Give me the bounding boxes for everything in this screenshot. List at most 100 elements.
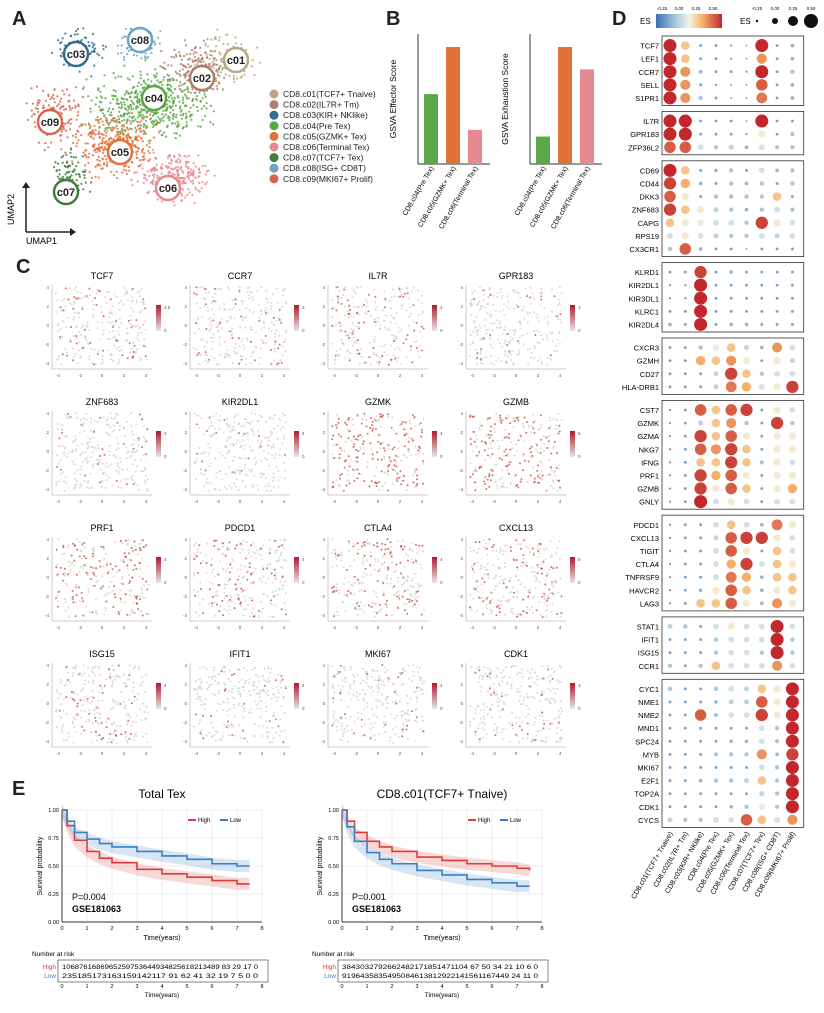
feature-point	[83, 335, 86, 338]
feature-point	[138, 575, 141, 578]
feature-point	[545, 333, 548, 336]
feature-point	[71, 359, 74, 362]
feature-point	[555, 344, 558, 347]
umap-point	[142, 181, 145, 184]
umap-point	[224, 73, 227, 76]
feature-point	[102, 361, 105, 364]
feature-point	[400, 480, 403, 483]
feature-point	[248, 445, 251, 448]
feature-point	[261, 473, 264, 476]
feature-point	[278, 475, 281, 478]
feature-point	[402, 295, 405, 298]
feature-ytick: 0	[46, 449, 49, 454]
umap-point	[177, 157, 180, 160]
feature-point	[102, 546, 105, 549]
feature-point	[545, 336, 548, 339]
feature-point	[363, 610, 366, 613]
umap-point	[125, 89, 128, 93]
umap-point	[110, 129, 114, 132]
umap-point	[42, 106, 46, 109]
feature-point	[381, 415, 384, 418]
feature-scatter	[193, 538, 287, 618]
feature-point	[198, 544, 201, 547]
umap-point	[87, 95, 90, 98]
feature-point	[234, 342, 237, 345]
feature-point	[103, 471, 106, 474]
feature-point	[81, 325, 84, 327]
umap-point	[85, 78, 88, 81]
feature-point	[278, 454, 281, 457]
feature-point	[251, 420, 254, 423]
umap-point	[198, 91, 201, 94]
feature-point	[76, 573, 78, 576]
feature-point	[483, 338, 486, 341]
feature-point	[351, 331, 354, 334]
feature-point	[409, 592, 412, 595]
umap-point	[153, 190, 156, 193]
feature-point	[422, 417, 425, 420]
umap-point	[119, 136, 122, 139]
feature-point	[224, 445, 227, 447]
umap-point	[130, 91, 133, 95]
umap-point	[218, 36, 221, 39]
feature-point	[143, 300, 145, 303]
feature-point	[282, 294, 285, 297]
feature-point	[58, 354, 61, 357]
feature-point	[273, 457, 276, 460]
feature-point	[198, 414, 201, 417]
feature-scatter	[193, 412, 287, 492]
feature-point	[546, 321, 549, 324]
umap-point	[86, 142, 89, 145]
feature-point	[557, 479, 560, 482]
feature-point	[73, 472, 76, 475]
umap-point	[49, 97, 52, 100]
umap-point	[77, 103, 80, 106]
feature-point	[65, 582, 67, 585]
feature-point	[508, 350, 511, 353]
feature-point	[331, 425, 334, 428]
feature-point	[547, 323, 550, 326]
feature-point	[259, 356, 262, 359]
feature-point	[86, 574, 89, 577]
feature-point	[132, 433, 135, 436]
feature-point	[109, 426, 112, 429]
feature-point	[112, 418, 115, 421]
umap-point	[203, 105, 206, 108]
feature-point	[331, 538, 334, 541]
feature-colorbar-min: 0	[164, 328, 167, 333]
feature-point	[245, 588, 248, 591]
feature-point	[145, 440, 148, 443]
feature-point	[512, 289, 514, 292]
feature-point	[132, 550, 135, 553]
legend-label: CD8.c05(GZMK+ Tex)	[283, 131, 367, 141]
feature-point	[208, 588, 211, 591]
feature-point	[372, 347, 375, 349]
feature-point	[264, 309, 267, 312]
feature-point	[366, 466, 369, 469]
umap-point	[125, 47, 128, 50]
feature-ytick: -4	[459, 361, 463, 366]
feature-point	[281, 544, 284, 547]
umap-point	[208, 54, 212, 57]
feature-point	[397, 356, 400, 359]
cluster-badge-label: c03	[67, 49, 85, 61]
feature-point	[336, 286, 339, 289]
feature-point	[281, 584, 284, 587]
umap-point	[68, 119, 71, 122]
umap-point	[67, 121, 70, 124]
feature-point	[132, 351, 135, 353]
feature-point	[362, 572, 365, 575]
panel-letter-c: C	[16, 256, 31, 278]
feature-point	[389, 460, 392, 463]
feature-point	[363, 303, 365, 306]
umap-point	[168, 162, 171, 165]
feature-point	[340, 341, 343, 344]
umap-point	[34, 125, 37, 128]
feature-point	[205, 571, 208, 574]
feature-xtick: -4	[194, 499, 198, 504]
feature-point	[479, 358, 482, 361]
feature-point	[382, 591, 385, 594]
umap-point	[88, 152, 91, 155]
feature-point	[472, 473, 474, 476]
umap-point	[60, 156, 63, 159]
